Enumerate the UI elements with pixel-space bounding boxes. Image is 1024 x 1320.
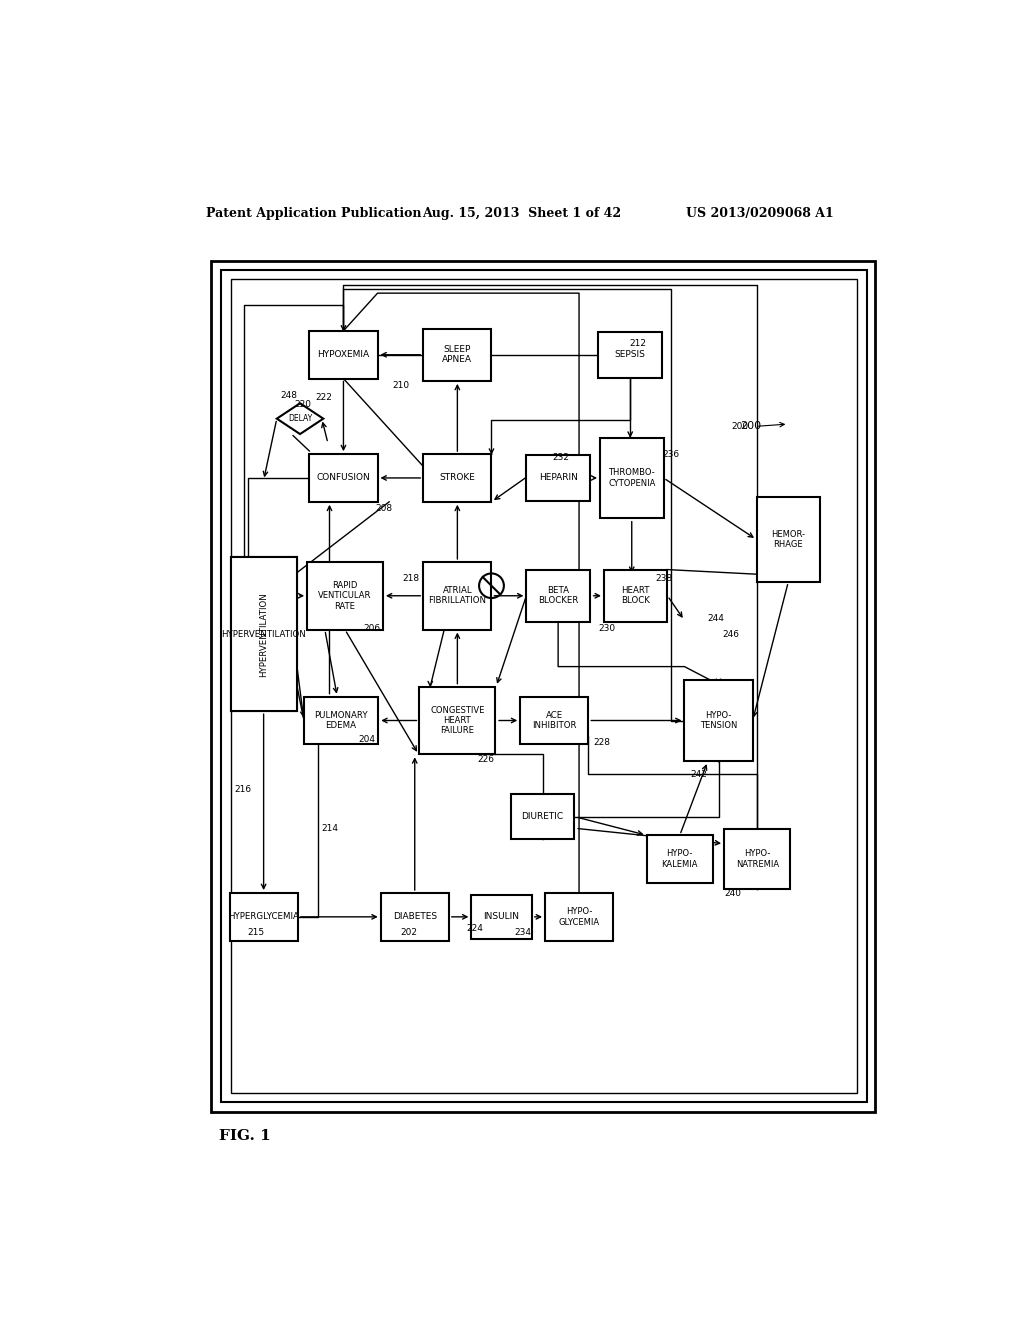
Bar [757, 498, 820, 582]
Text: HEPARIN: HEPARIN [539, 474, 578, 482]
Bar [309, 454, 378, 502]
Text: 230: 230 [598, 623, 615, 632]
Bar [526, 570, 590, 622]
Text: HYPERGLYCEMIA: HYPERGLYCEMIA [228, 912, 299, 921]
Text: 242: 242 [690, 770, 707, 779]
Text: 246: 246 [723, 630, 739, 639]
Text: 226: 226 [477, 755, 495, 763]
Bar [231, 280, 856, 1093]
Text: FIG. 1: FIG. 1 [219, 1130, 271, 1143]
Text: 214: 214 [321, 824, 338, 833]
Text: DIABETES: DIABETES [392, 912, 437, 921]
Text: RAPID
VENTICULAR
RATE: RAPID VENTICULAR RATE [318, 581, 372, 611]
Bar [520, 697, 589, 744]
Text: HYPERVENTILATION: HYPERVENTILATION [259, 591, 268, 677]
Text: HYPO-
KALEMIA: HYPO- KALEMIA [662, 849, 698, 869]
Text: 224: 224 [466, 924, 483, 933]
Text: DELAY: DELAY [288, 414, 312, 424]
Text: 248: 248 [280, 391, 297, 400]
Text: BETA
BLOCKER: BETA BLOCKER [538, 586, 579, 606]
Bar [684, 680, 753, 760]
Bar [423, 562, 492, 630]
Text: HEMOR-
RHAGE: HEMOR- RHAGE [771, 529, 805, 549]
Bar [724, 829, 791, 890]
Text: 244: 244 [707, 614, 724, 623]
Text: 200: 200 [740, 421, 762, 432]
Bar [420, 686, 496, 755]
Text: 210: 210 [392, 381, 410, 389]
Text: ATRIAL
FIBRILLATION: ATRIAL FIBRILLATION [428, 586, 486, 606]
Text: 212: 212 [630, 339, 646, 347]
Text: ACE
INHIBITOR: ACE INHIBITOR [532, 710, 577, 730]
Text: STROKE: STROKE [439, 474, 475, 482]
Text: 228: 228 [594, 738, 610, 747]
Bar [229, 892, 298, 941]
Text: CONFUSION: CONFUSION [316, 474, 371, 482]
Bar [230, 557, 297, 711]
Bar [307, 562, 383, 630]
Bar [545, 892, 613, 941]
Text: INSULIN: INSULIN [483, 912, 519, 921]
Text: 206: 206 [364, 623, 381, 632]
Text: 215: 215 [248, 928, 264, 937]
Bar [381, 892, 449, 941]
Text: 234: 234 [515, 928, 531, 937]
Bar [221, 271, 866, 1102]
Bar [526, 455, 590, 502]
Bar [604, 570, 668, 622]
Text: 200: 200 [732, 422, 749, 430]
Text: PULMONARY
EDEMA: PULMONARY EDEMA [314, 710, 368, 730]
Text: HYPOXEMIA: HYPOXEMIA [317, 350, 370, 359]
Text: HEART
BLOCK: HEART BLOCK [622, 586, 650, 606]
Bar [471, 895, 531, 940]
Text: HYPO-
GLYCEMIA: HYPO- GLYCEMIA [558, 907, 600, 927]
Text: US 2013/0209068 A1: US 2013/0209068 A1 [686, 207, 834, 220]
Bar [600, 437, 664, 519]
Text: 222: 222 [315, 392, 333, 401]
Text: DIURETIC: DIURETIC [521, 812, 563, 821]
Bar [423, 454, 492, 502]
Text: 218: 218 [402, 574, 420, 582]
Text: Aug. 15, 2013  Sheet 1 of 42: Aug. 15, 2013 Sheet 1 of 42 [423, 207, 622, 220]
Bar [304, 697, 378, 744]
Text: SEPSIS: SEPSIS [614, 350, 646, 359]
Text: HYPO-
TENSION: HYPO- TENSION [699, 710, 737, 730]
Bar [230, 557, 297, 711]
Text: 204: 204 [358, 735, 375, 744]
Text: HYPO-
NATREMIA: HYPO- NATREMIA [735, 849, 779, 869]
Text: 236: 236 [662, 450, 679, 459]
Text: Patent Application Publication: Patent Application Publication [206, 207, 421, 220]
Text: 208: 208 [375, 504, 392, 513]
Text: 240: 240 [724, 890, 741, 898]
Bar [598, 331, 662, 378]
Text: 216: 216 [234, 785, 251, 795]
Bar [511, 795, 574, 840]
Bar [309, 331, 378, 379]
Text: THROMBO-
CYTOPENIA: THROMBO- CYTOPENIA [608, 469, 655, 487]
Bar [423, 329, 492, 381]
Bar [647, 836, 713, 883]
Bar [211, 261, 876, 1111]
Polygon shape [276, 404, 324, 434]
Text: 232: 232 [552, 453, 569, 462]
Text: CONGESTIVE
HEART
FAILURE: CONGESTIVE HEART FAILURE [430, 706, 484, 735]
Text: SLEEP
APNEA: SLEEP APNEA [442, 345, 472, 364]
Text: 238: 238 [655, 574, 673, 582]
Text: 220: 220 [295, 400, 311, 409]
Text: 202: 202 [400, 928, 417, 937]
Text: HYPERVENTILATION: HYPERVENTILATION [221, 630, 306, 639]
